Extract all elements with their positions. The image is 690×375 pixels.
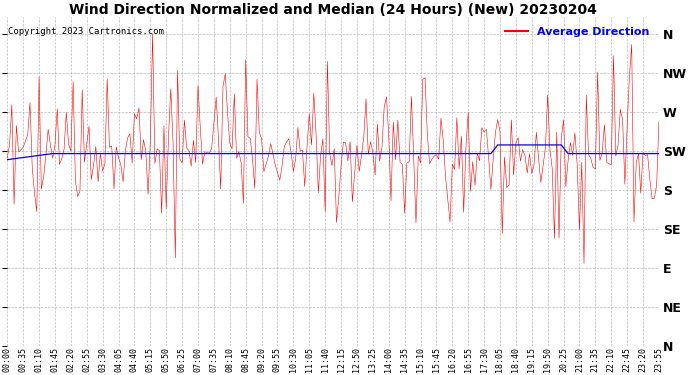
Title: Wind Direction Normalized and Median (24 Hours) (New) 20230204: Wind Direction Normalized and Median (24… (69, 3, 597, 17)
Text: Copyright 2023 Cartronics.com: Copyright 2023 Cartronics.com (8, 27, 164, 36)
Legend: Average Direction: Average Direction (501, 22, 653, 41)
